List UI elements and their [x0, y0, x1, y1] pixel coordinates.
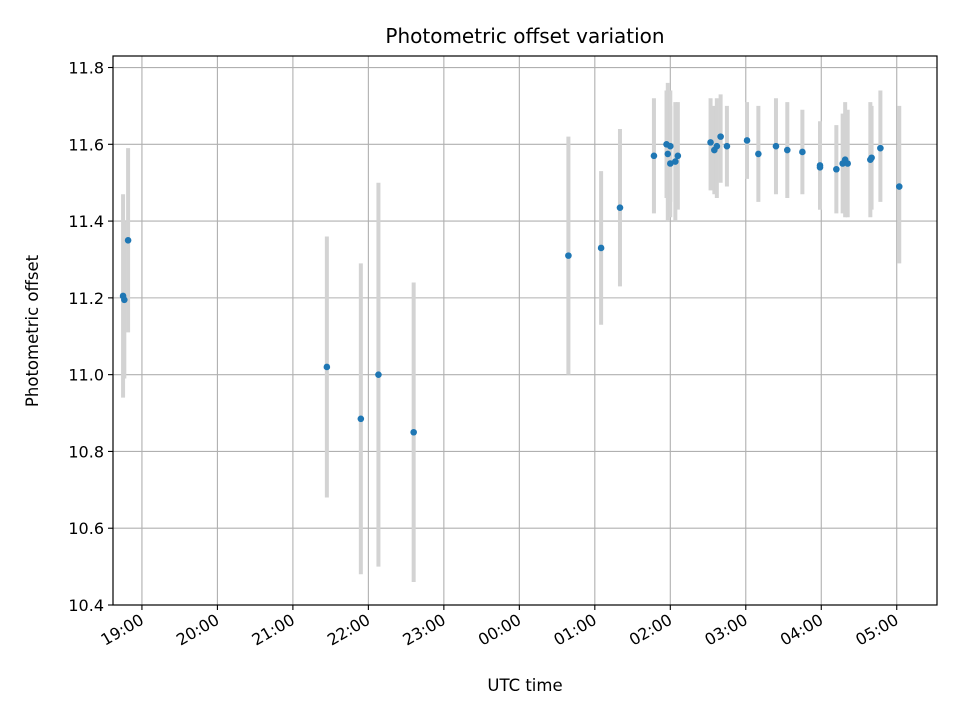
data-point — [410, 428, 417, 436]
y-tick-label: 11.4 — [68, 212, 104, 231]
data-point — [833, 165, 840, 173]
data-point — [877, 144, 884, 152]
data-point — [616, 204, 624, 211]
data-point — [124, 236, 132, 244]
data-point — [895, 183, 903, 190]
data-point — [755, 150, 762, 158]
y-tick-label: 11.8 — [68, 59, 104, 78]
data-point — [323, 363, 331, 371]
data-point — [121, 296, 128, 304]
y-axis: 10.4 10.6 10.8 11.0 11.2 11.4 11.6 11.8 — [68, 59, 113, 615]
x-axis-label: UTC time — [487, 676, 562, 695]
y-axis-label: Photometric offset — [23, 254, 42, 407]
data-point — [783, 146, 791, 154]
data-point — [717, 133, 724, 140]
y-tick-label: 11.6 — [68, 135, 104, 154]
data-point — [375, 371, 382, 378]
data-point — [772, 142, 780, 150]
chart-title: Photometric offset variation — [385, 24, 664, 48]
data-point — [357, 415, 365, 423]
data-point — [799, 148, 806, 156]
data-point — [674, 152, 682, 160]
data-point — [672, 158, 679, 165]
y-tick-label: 10.6 — [68, 519, 104, 538]
data-point — [844, 160, 851, 167]
data-point — [667, 142, 674, 150]
data-point — [868, 154, 875, 162]
data-point — [816, 164, 824, 171]
y-tick-label: 10.8 — [68, 442, 104, 461]
data-point — [664, 150, 672, 158]
data-point — [667, 160, 674, 167]
y-tick-label: 11.0 — [68, 366, 104, 385]
data-point — [597, 244, 605, 252]
data-point — [743, 137, 751, 144]
data-point — [723, 142, 731, 150]
data-point — [707, 139, 714, 146]
data-points — [119, 133, 903, 436]
data-point — [713, 142, 721, 150]
data-point — [565, 252, 572, 259]
plot-frame — [112, 55, 938, 606]
data-point — [650, 152, 658, 160]
y-tick-label: 11.2 — [68, 289, 104, 308]
y-tick-label: 10.4 — [68, 596, 104, 615]
